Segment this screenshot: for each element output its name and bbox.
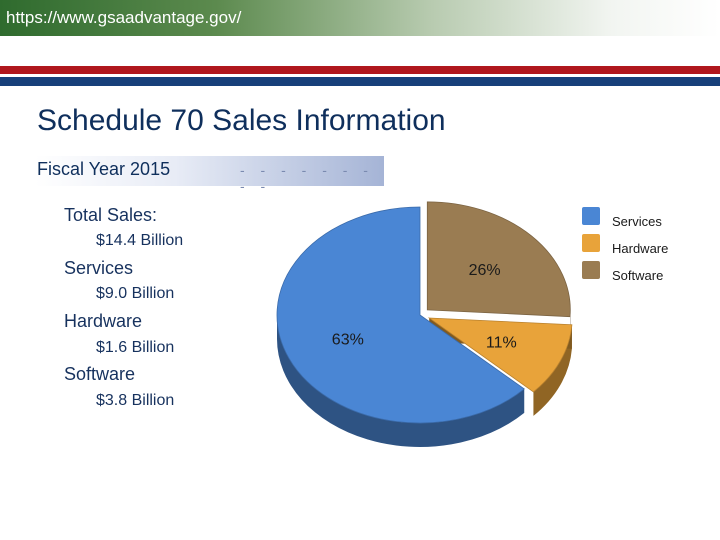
legend-item-services: Services [582,207,702,229]
header-stripe-blue [0,77,720,86]
pie-side-services [277,315,525,447]
legend-item-software: Software [582,261,702,283]
header-stripe-red [0,66,720,74]
total-sales-value: $14.4 Billion [96,232,184,249]
legend-label-services: Services [612,214,662,229]
slide-title: Schedule 70 Sales Information [37,104,446,137]
legend-item-hardware: Hardware [582,234,702,256]
legend-label-hardware: Hardware [612,241,669,256]
services-value: $9.0 Billion [96,285,175,302]
hardware-value: $1.6 Billion [96,339,175,356]
legend-swatch-services [582,207,600,225]
fiscal-year-dots: - - - - - - - - - [240,162,374,194]
pie-slice-hardware [427,317,573,393]
data-label-software: 26% [469,262,501,279]
browser-address-bar: https://www.gsaadvantage.gov/ [0,0,720,36]
software-value: $3.8 Billion [96,392,175,409]
browser-url[interactable]: https://www.gsaadvantage.gov/ [6,8,242,27]
data-label-hardware: 11% [486,335,517,352]
hardware-label: Hardware [64,311,143,331]
pie-slice-services [276,206,525,424]
data-label-services: 63% [332,332,364,349]
pie-tops [276,201,573,424]
software-label: Software [64,364,136,384]
fiscal-year-band: Fiscal Year 2015 - - - - - - - - - [35,156,384,194]
header-stripe-white [0,74,720,77]
legend-label-software: Software [612,268,664,283]
pie-chart: 26% 11% 63% [276,201,573,447]
pie-data-labels: 26% 11% 63% [332,262,517,351]
pie-slice-software [426,201,571,318]
legend-swatch-software [582,261,600,279]
fiscal-year-label: Fiscal Year 2015 [37,159,171,179]
pie-side-hardware [533,324,572,416]
legend-swatch-hardware [582,234,600,252]
total-sales-label: Total Sales: [64,205,158,225]
services-label: Services [64,258,134,278]
